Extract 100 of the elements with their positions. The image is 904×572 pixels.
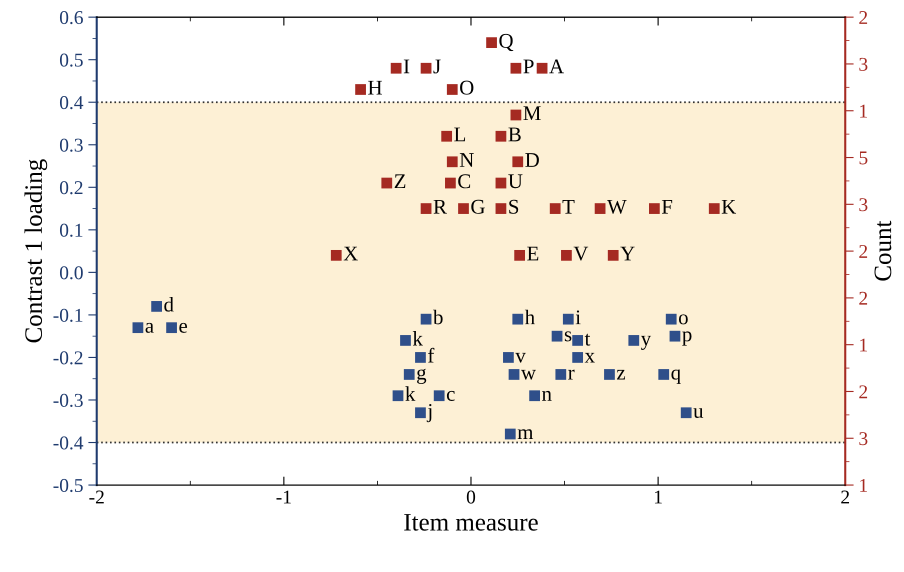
annotation: t [584,334,590,346]
y2-axis-title: Count [874,220,892,281]
point [536,62,548,74]
point [514,250,526,261]
category-label: 2 [859,11,868,24]
annotation: v [515,352,526,363]
point [561,250,572,261]
point [415,407,426,418]
point [420,314,432,325]
annotation: s [564,331,572,342]
annotation: W [607,200,627,214]
category-label: 1 [860,104,867,118]
category-label: 3 [859,58,868,71]
point [400,335,411,346]
annotation: B [508,128,521,142]
y-tick-label: -0.4 [53,436,84,450]
point [504,428,516,440]
annotation: p [682,331,692,346]
point [404,369,415,380]
annotation: u [693,408,704,418]
point [604,369,615,380]
annotation: U [508,174,522,188]
annotation: D [525,153,539,167]
point [510,110,522,120]
y-tick-label: -0.3 [53,394,83,408]
annotation: z [616,370,626,380]
point [420,62,432,74]
point [552,330,562,342]
point [355,84,366,95]
point [392,390,404,402]
annotation: S [509,200,518,214]
annotation: b [433,310,443,324]
point [680,407,692,418]
point [510,62,522,74]
annotation: r [568,370,575,380]
annotation: k [412,330,423,346]
annotation: T [562,200,575,214]
point [446,84,458,95]
annotation: x [584,352,595,362]
x-axis-title: Item measure [404,514,538,531]
point [708,203,720,214]
point [390,62,402,74]
category-label: 3 [859,198,868,212]
y-tick-label: 0.4 [60,96,84,110]
annotation: H [368,80,382,94]
annotation: f [428,348,434,362]
point [381,178,392,188]
annotation: M [523,106,541,120]
y-tick-label: 0.0 [60,266,83,280]
annotation: V [574,246,588,261]
category-label: 1 [860,478,867,492]
point [512,156,524,168]
point [496,203,506,214]
annotation: q [671,369,681,384]
annotation: o [678,314,688,324]
annotation: C [458,174,470,188]
point [594,203,606,214]
point [503,352,514,363]
point [446,156,458,168]
point [666,314,677,325]
point [415,352,426,363]
point [441,130,452,142]
point [628,335,640,346]
point [496,130,506,142]
y-tick-label: 0.6 [60,10,83,24]
point [555,369,566,380]
point [458,203,469,214]
point [151,301,162,312]
x-tick-label: -1 [276,490,291,504]
annotation: e [179,322,188,333]
annotation: a [146,322,154,333]
annotation: J [433,60,441,74]
annotation: c [446,390,455,401]
x-tick-label: 1 [654,490,662,504]
category-label: 2 [859,385,868,398]
point [608,250,619,261]
point [132,322,144,334]
annotation: g [417,368,426,384]
annotation: K [722,200,736,214]
point [512,314,524,325]
point [529,390,540,402]
point [166,322,177,334]
annotation: i [576,310,581,324]
y-tick-label: 0.3 [60,138,83,152]
annotation: d [164,296,174,312]
point [550,203,561,214]
category-label: 1 [860,338,867,352]
y-tick-label: -0.5 [53,478,83,492]
y-axis-title: Contrast 1 loading [24,159,48,342]
annotation: I [404,60,410,74]
category-label: 2 [859,244,868,258]
y-tick-label: 0.2 [60,181,82,194]
annotation: L [454,128,466,142]
annotation: Y [620,246,635,260]
point [572,352,584,363]
annotation: G [471,200,485,214]
point [445,178,456,188]
point [496,178,506,188]
annotation: O [460,80,474,95]
y-tick-label: 0.1 [60,224,82,237]
